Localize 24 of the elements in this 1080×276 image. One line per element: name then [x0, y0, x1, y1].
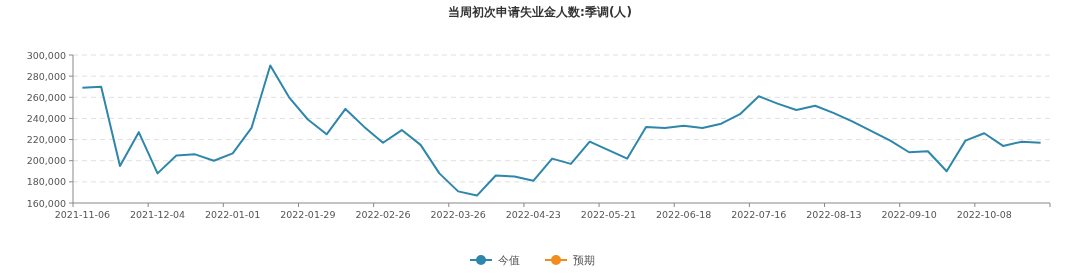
x-tick-label: 2021-11-06 — [54, 209, 110, 220]
legend-label: 今值 — [498, 254, 520, 267]
y-tick-label: 260,000 — [26, 91, 66, 103]
x-tick-label: 2022-06-18 — [656, 209, 712, 220]
y-tick-label: 300,000 — [26, 49, 66, 61]
x-tick-label: 2022-02-26 — [355, 209, 411, 220]
x-tick-label: 2022-01-01 — [205, 209, 261, 220]
y-tick-label: 200,000 — [26, 155, 66, 167]
x-tick-label: 2022-07-16 — [731, 209, 787, 220]
x-tick-label: 2022-03-26 — [430, 209, 486, 220]
y-tick-label: 280,000 — [26, 70, 66, 82]
x-tick-label: 2021-12-04 — [129, 209, 186, 220]
chart-title: 当周初次申请失业金人数:季调(人) — [448, 5, 632, 19]
x-tick-label: 2022-04-23 — [505, 209, 561, 220]
x-tick-label: 2022-05-21 — [580, 209, 637, 220]
y-tick-label: 240,000 — [26, 112, 66, 124]
x-tick-label: 2022-09-10 — [881, 209, 937, 220]
x-tick-label: 2022-01-29 — [280, 209, 336, 220]
y-tick-label: 160,000 — [26, 197, 66, 209]
y-tick-label: 180,000 — [26, 176, 66, 188]
x-tick-label: 2022-08-13 — [806, 209, 862, 220]
y-tick-label: 220,000 — [26, 134, 66, 146]
legend-label: 预期 — [573, 254, 595, 267]
x-tick-label: 2022-10-08 — [956, 209, 1012, 220]
